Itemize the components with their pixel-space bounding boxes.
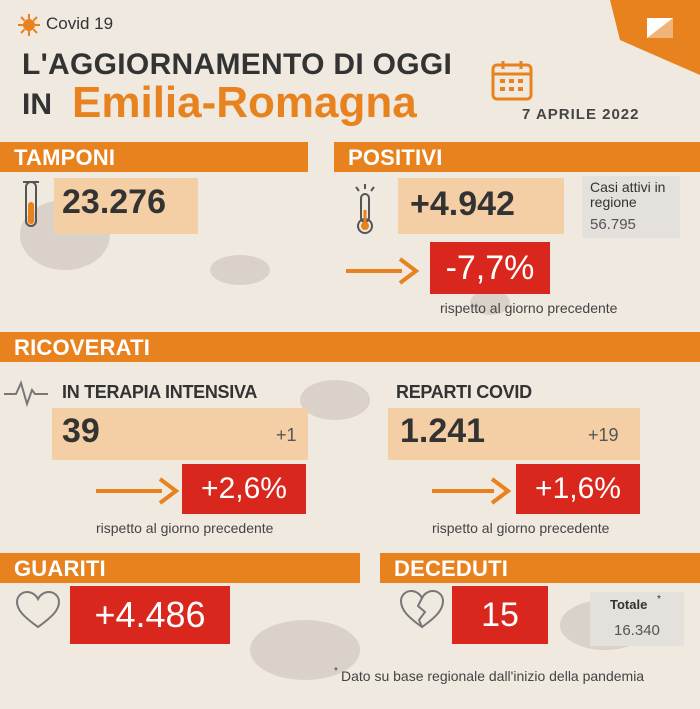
guariti-value: +4.486 [70,586,230,644]
page-title: L'AGGIORNAMENTO DI OGGI [22,48,453,81]
footnote-asterisk: * [334,666,338,677]
casi-attivi-box [582,176,680,238]
terapia-delta: +1 [276,425,297,445]
casi-attivi-value: 56.795 [590,216,636,233]
ricoverati-bar: RICOVERATI [0,332,700,362]
tamponi-bar: TAMPONI [0,142,308,172]
totale-box [590,592,684,646]
positivi-arrow [346,269,402,273]
terapia-arrow [96,489,162,493]
deceduti-bar: DECEDUTI [380,553,700,583]
totale-label: Totale [610,597,648,612]
guariti-bar: GUARITI [0,553,360,583]
deceduti-value: 15 [452,586,548,644]
terapia-value: 39 [62,412,100,450]
background-splatter [470,290,510,315]
reparti-arrow [432,489,494,493]
reparti-change: +1,6% [516,464,640,514]
terapia-label: IN TERAPIA INTENSIVA [62,382,258,402]
title-in: IN [22,88,52,121]
background-splatter [300,380,370,420]
totale-value: 16.340 [614,622,660,639]
arrow-head-icon [488,476,514,511]
reparti-value: 1.241 [400,412,486,450]
positivi-value: +4.942 [410,185,515,223]
totale-asterisk: * [657,594,661,605]
footnote: Dato su base regionale dall'inizio della… [341,668,645,684]
calendar-icon [490,58,534,102]
tamponi-value: 23.276 [62,183,166,221]
background-splatter [250,620,360,680]
positivi-bar: POSITIVI [334,142,700,172]
arrow-head-icon [396,256,422,291]
reparti-value-box [388,408,640,460]
positivi-change-note: rispetto al giorno precedente [440,300,618,316]
tamponi-value-box [54,178,198,234]
test-tube-icon [20,180,42,230]
casi-attivi-label: Casi attivi in regione [590,179,666,210]
region-logo-icon [610,0,700,75]
arrow-head-icon [156,476,182,511]
positivi-change: -7,7% [430,242,550,294]
covid-tag: Covid 19 [46,14,114,33]
reparti-change-note: rispetto al giorno precedente [432,520,610,536]
heart-icon [14,590,62,630]
date-label: 7 APRILE 2022 [522,106,640,123]
heartbeat-icon [4,378,48,408]
reparti-delta: +19 [588,425,619,445]
virus-icon [18,14,40,36]
reparti-label: REPARTI COVID [396,382,532,402]
region-name: Emilia-Romagna [72,78,417,127]
terapia-change: +2,6% [182,464,306,514]
terapia-value-box [52,408,308,460]
background-splatter [210,255,270,285]
thermometer-icon [352,182,378,236]
broken-heart-icon [398,588,446,630]
positivi-value-box [398,178,564,234]
terapia-change-note: rispetto al giorno precedente [96,520,274,536]
